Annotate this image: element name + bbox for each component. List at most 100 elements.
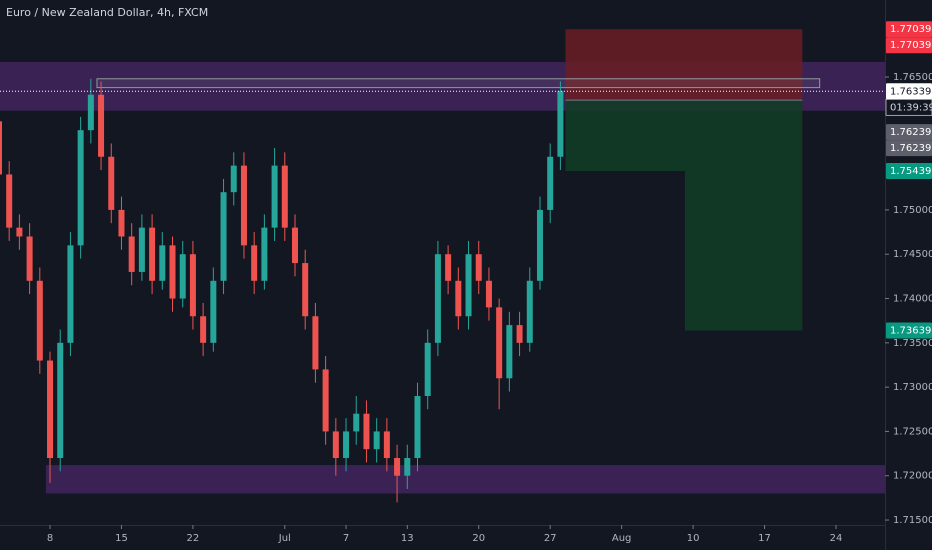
candle-body (179, 254, 186, 299)
candle-body (26, 236, 33, 281)
x-tick-label: 8 (47, 533, 53, 544)
y-tick-label: 1.73000 (893, 382, 932, 393)
countdown: 01:39:39 (890, 102, 932, 113)
candle-body (169, 245, 176, 299)
y-tick-label: 1.76500 (893, 72, 932, 83)
candle-body (108, 156, 115, 210)
candle-body (394, 458, 401, 476)
candle-body (536, 209, 543, 281)
x-tick-label: 10 (687, 533, 700, 544)
price-label: 1.75439 (890, 166, 931, 177)
candle-body (465, 254, 472, 317)
candle-body (57, 342, 64, 459)
candle-body (67, 245, 74, 343)
candle-body (251, 245, 258, 281)
candle-body (455, 280, 462, 317)
candle-body (445, 254, 452, 281)
candle-body (526, 280, 533, 343)
candle-body (557, 91, 564, 157)
candle-body (332, 431, 339, 459)
zone (45, 465, 885, 494)
candle-body (261, 227, 268, 281)
x-tick-label: Jul (278, 533, 291, 544)
y-tick-label: 1.74000 (893, 294, 932, 305)
candle-body (77, 130, 84, 246)
candle-body (281, 165, 288, 228)
price-label: 1.73639 (890, 326, 931, 337)
candle-body (220, 192, 227, 281)
x-tick-label: Aug (612, 533, 632, 544)
price-label-box (886, 140, 932, 157)
candle-body (0, 121, 2, 175)
x-tick-label: 15 (115, 533, 128, 544)
candle-body (404, 458, 411, 476)
price-label: 1.76239 (890, 127, 931, 138)
candle-body (210, 280, 217, 343)
y-tick-label: 1.72500 (893, 426, 932, 437)
y-tick-label: 1.72000 (893, 471, 932, 482)
x-tick-label: 20 (472, 533, 485, 544)
x-tick-label: 27 (544, 533, 557, 544)
candle-body (322, 369, 329, 432)
y-tick-label: 1.75000 (893, 205, 932, 216)
plot-area (0, 29, 885, 503)
candle-body (475, 254, 482, 281)
price-label-box (886, 21, 932, 38)
candle-body (87, 94, 94, 131)
candle-body (434, 254, 441, 343)
candle-body (292, 227, 298, 264)
y-tick-label: 1.71500 (893, 515, 932, 526)
candle-body (414, 395, 421, 459)
price-label-box (886, 322, 932, 339)
candle-body (189, 254, 196, 317)
candle-body (149, 227, 156, 281)
candle-body (343, 431, 350, 459)
x-tick-label: 24 (830, 533, 843, 544)
candle-body (516, 325, 523, 343)
candle-body (353, 413, 360, 432)
candle-body (240, 165, 247, 246)
candle-body (383, 431, 390, 459)
x-tick-label: 17 (758, 533, 771, 544)
candle-body (200, 316, 207, 343)
candle-body (312, 316, 319, 370)
y-tick-label: 1.74500 (893, 249, 932, 260)
price-label-box (886, 83, 932, 100)
price-label: 1.77039 (890, 40, 931, 51)
price-label: 1.76239 (890, 143, 931, 154)
chart-title: Euro / New Zealand Dollar, 4h, FXCM (6, 6, 208, 19)
stop-zone (565, 29, 803, 101)
rectangle-drawing (96, 78, 821, 89)
x-tick-label: 13 (401, 533, 414, 544)
candle-body (496, 307, 503, 379)
candle-body (138, 227, 145, 272)
candle-body (363, 413, 370, 450)
candle-body (36, 280, 43, 361)
candle-body (47, 360, 54, 459)
candle-body (373, 431, 380, 450)
price-label: 1.76339 (890, 86, 931, 97)
x-tick-label: 22 (187, 533, 200, 544)
candle-body (302, 263, 309, 317)
price-label-box (886, 124, 932, 141)
candle-body (424, 342, 431, 396)
price-label: 1.77039 (890, 24, 931, 35)
candle-body (547, 156, 554, 210)
candle-body (118, 209, 125, 237)
candle-body (98, 94, 105, 157)
profit-zone (565, 100, 803, 172)
y-tick-label: 1.73500 (893, 338, 932, 349)
candle-body (6, 174, 13, 228)
target-zone (684, 171, 803, 331)
price-label-box (886, 163, 932, 180)
countdown-box (885, 98, 932, 116)
candle-body (128, 236, 135, 272)
price-label-box (886, 37, 932, 54)
candle-body (159, 245, 166, 281)
candle-body (271, 165, 278, 228)
candle-body (230, 165, 237, 193)
candle-body (16, 227, 23, 237)
x-tick-label: 7 (343, 533, 349, 544)
candle-body (506, 325, 513, 379)
